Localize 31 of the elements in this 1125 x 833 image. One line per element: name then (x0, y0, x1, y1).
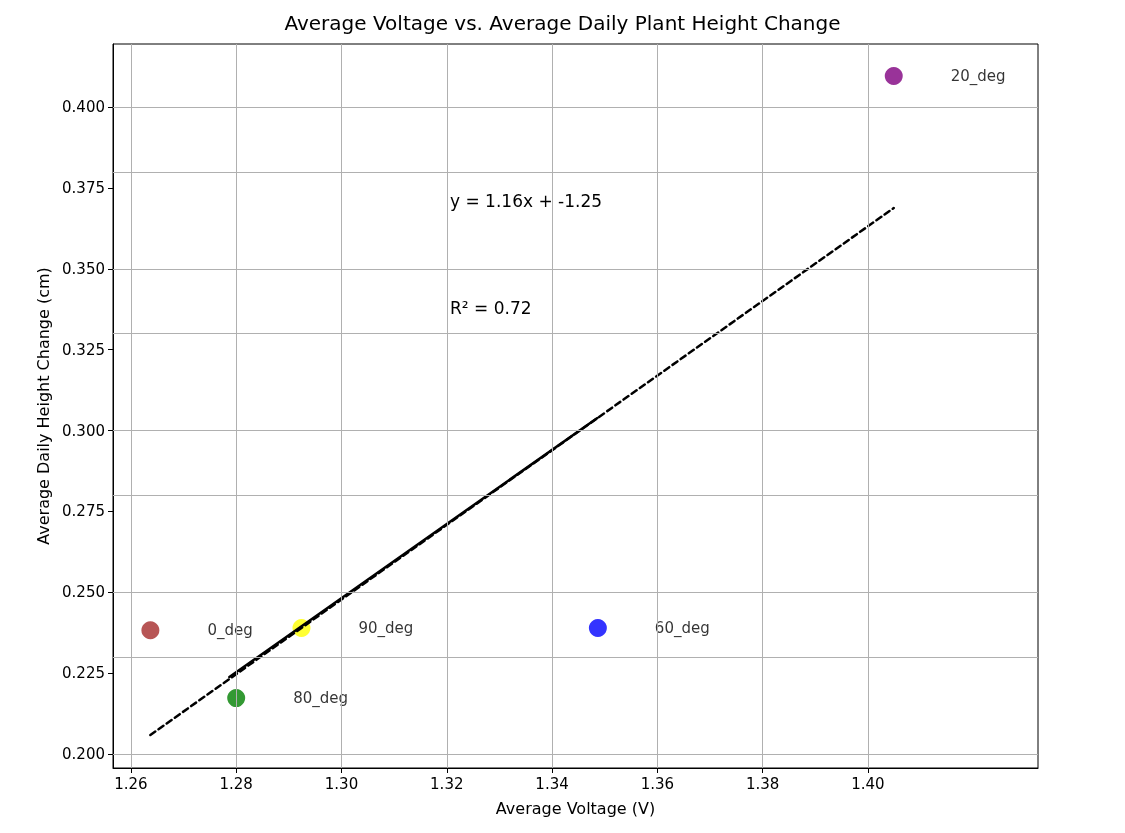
y-tick-label: 0.300 (62, 421, 105, 440)
text: 20_deg (950, 67, 1006, 87)
text: 60_deg (654, 618, 710, 638)
y-tick-label: 0.250 (62, 583, 105, 602)
y-tick-label: 0.225 (62, 664, 105, 683)
point (227, 689, 246, 708)
y-tick-label: 0.375 (62, 178, 105, 197)
x-tick-label: 1.26 (114, 774, 148, 793)
x-tick-label: 1.32 (430, 774, 464, 793)
text: 90_deg (358, 618, 414, 638)
y-tick-label: 0.350 (62, 259, 105, 278)
y-tick-label: 0.275 (62, 502, 105, 521)
point (141, 621, 160, 640)
y-tick-label: 0.325 (62, 340, 105, 359)
x-tick-label: 1.30 (324, 774, 359, 793)
y-tick-label: 0.200 (62, 745, 105, 764)
point (588, 618, 607, 637)
x-axis-title: Average Voltage (V) (495, 798, 656, 818)
x-tick-label: 1.28 (219, 774, 253, 793)
x-tick-label: 1.38 (745, 774, 780, 793)
text: 0_deg (207, 621, 253, 641)
annotation: R² = 0.72 (450, 297, 532, 318)
x-tick-label: 1.40 (851, 774, 885, 793)
x-tick-label: 1.34 (535, 774, 569, 793)
point (884, 67, 903, 86)
x-tick-label: 1.36 (640, 774, 675, 793)
y-tick-label: 0.400 (62, 98, 105, 117)
y-axis-title: Average Daily Height Change (cm) (33, 267, 53, 545)
text: 80_deg (293, 689, 349, 709)
chart-title: Average Voltage vs. Average Daily Plant Height Change (284, 11, 841, 35)
annotation: y = 1.16x + -1.25 (450, 190, 603, 211)
